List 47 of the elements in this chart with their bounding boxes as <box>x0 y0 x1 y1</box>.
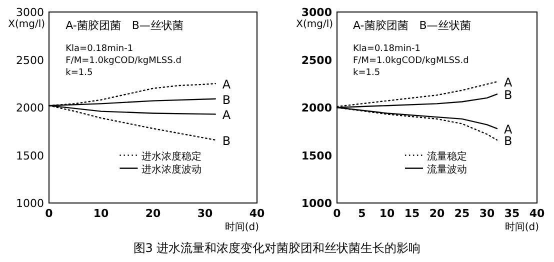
x-tick-label: 25 <box>454 207 470 220</box>
y-tick-label: 2000 <box>301 102 332 114</box>
x-tick-label: 30 <box>197 207 213 220</box>
y-tick-label: 2500 <box>16 54 44 67</box>
annotation: Kla=0.18min-1 <box>66 44 134 54</box>
x-tick-label: 20 <box>145 207 161 220</box>
text: 图3 进水流量和浓度变化对菌胶团和丝状菌生长的影响 <box>133 241 421 255</box>
annotation: Kla=0.18min-1 <box>353 44 420 54</box>
annotation: k=1.5 <box>66 68 93 78</box>
annotation: A <box>222 108 232 122</box>
x-tick-label: 5 <box>358 207 366 220</box>
annotation: k=1.5 <box>353 68 380 78</box>
x-tick-label: 10 <box>93 207 109 220</box>
annotation: B <box>222 92 231 107</box>
annotation: F/M=1.0kgCOD/kgMLSS.d <box>66 56 182 66</box>
y-tick-label: 2500 <box>301 54 332 67</box>
annotation: B <box>504 88 512 102</box>
x-axis-title: 时间(d) <box>224 221 260 233</box>
y-tick-label: 1000 <box>301 197 332 210</box>
x-tick-label: 0 <box>333 207 342 220</box>
y-tick-label: 3000 <box>301 6 332 19</box>
annotation: A-菌胶团菌 B—丝状菌 <box>353 19 471 32</box>
legend-label: 流量波动 <box>427 163 467 176</box>
annotation: A <box>504 76 513 90</box>
x-tick-label: 15 <box>404 207 420 220</box>
x-tick-label: 20 <box>429 207 445 220</box>
legend-label: 流量稳定 <box>427 150 467 162</box>
x-tick-label: 35 <box>504 207 520 220</box>
x-tick-label: 10 <box>379 207 395 220</box>
x-tick-label: 40 <box>529 207 545 220</box>
y-axis-title: X(mg/l) <box>8 19 46 30</box>
x-axis-title: 时间(d) <box>504 221 540 233</box>
annotation: B <box>222 134 231 148</box>
legend-label: 进水浓度稳定 <box>142 150 202 162</box>
legend-label: 进水浓度波动 <box>142 163 202 176</box>
x-tick-label: 40 <box>249 207 265 220</box>
y-tick-label: 2000 <box>16 102 44 114</box>
annotation: A-菌胶团菌 B—丝状菌 <box>66 19 184 32</box>
y-axis-title: X(mg/l) <box>296 19 334 30</box>
x-tick-label: 0 <box>45 207 54 220</box>
y-tick-label: 3000 <box>16 6 44 19</box>
x-tick-label: 30 <box>479 207 495 220</box>
y-tick-label: 1000 <box>16 197 44 210</box>
annotation: F/M=1.0kgCOD/kgMLSS.d <box>353 56 469 66</box>
y-tick-label: 1500 <box>16 149 44 162</box>
y-tick-label: 1500 <box>301 149 332 162</box>
annotation: A <box>222 78 232 92</box>
